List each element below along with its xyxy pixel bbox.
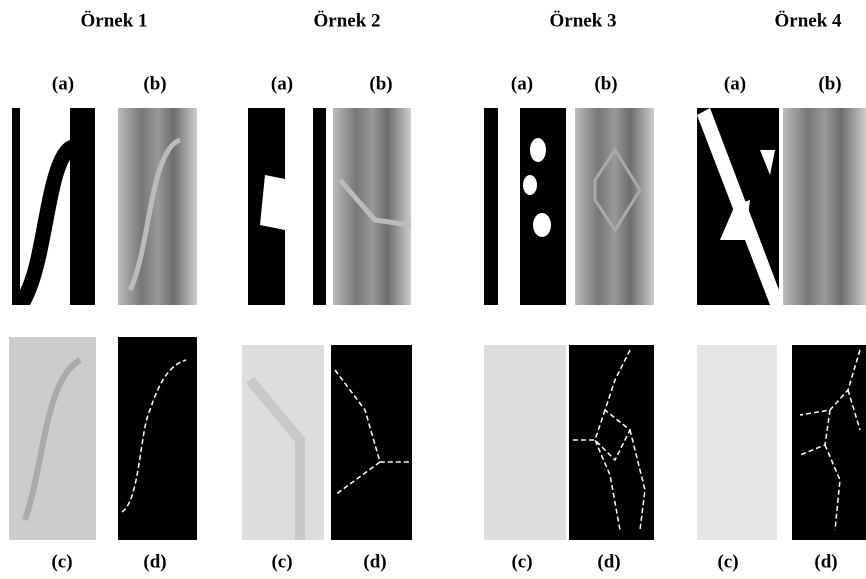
example-title: Örnek 2 bbox=[313, 10, 380, 31]
example-title: Örnek 4 bbox=[774, 10, 842, 31]
panel-label: (d) bbox=[597, 551, 620, 572]
panel-label: (d) bbox=[143, 551, 166, 572]
figure: Örnek 1 (a) (b) (c) (d) Örnek 2 (a) (b) (c) (d) Ör… bbox=[0, 0, 866, 579]
page: {"examples": [ {"title": "Örnek 1", "lab… bbox=[0, 0, 866, 579]
example-3-images bbox=[484, 108, 654, 540]
panel-label: (c) bbox=[717, 551, 738, 572]
panel-label: (c) bbox=[271, 551, 292, 572]
panel-label: (b) bbox=[594, 73, 617, 94]
example-title: Örnek 3 bbox=[549, 10, 616, 31]
panel-label: (d) bbox=[363, 551, 386, 572]
panel-label: (c) bbox=[51, 551, 72, 572]
panel-label: (a) bbox=[271, 73, 293, 94]
panel-label: (b) bbox=[818, 73, 841, 94]
panel-label: (a) bbox=[52, 73, 74, 94]
panel-label: (b) bbox=[369, 73, 392, 94]
example-1-images bbox=[9, 108, 197, 540]
panel-label: (a) bbox=[511, 73, 533, 94]
panel-label: (b) bbox=[143, 73, 166, 94]
example-title: Örnek 1 bbox=[80, 10, 147, 31]
panel-label: (a) bbox=[724, 73, 746, 94]
panel-label: (d) bbox=[814, 551, 837, 572]
example-2-images bbox=[242, 108, 412, 540]
panel-label: (c) bbox=[511, 551, 532, 572]
example-4-images bbox=[697, 108, 866, 540]
